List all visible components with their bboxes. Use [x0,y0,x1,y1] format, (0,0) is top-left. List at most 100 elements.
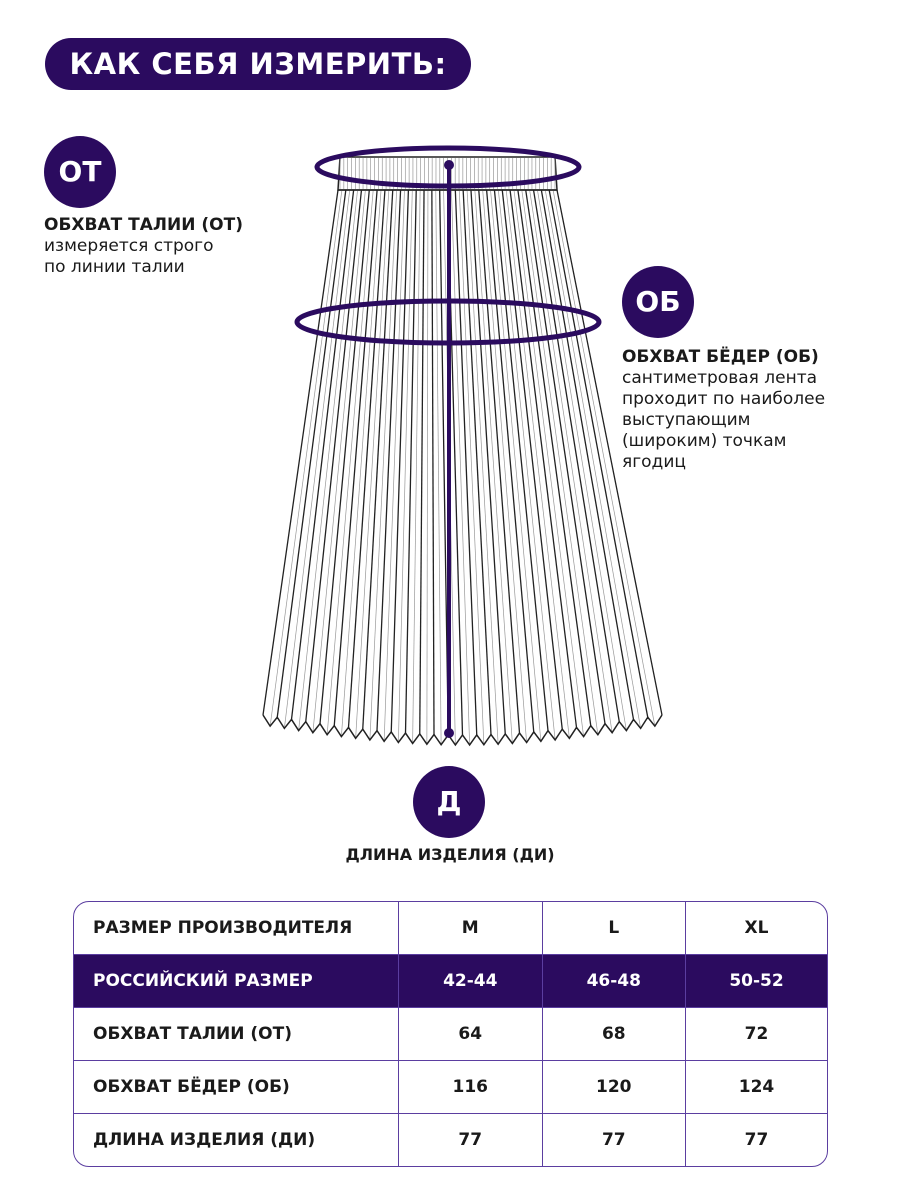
table-cell: 120 [542,1061,687,1114]
pleat-line [439,189,449,735]
hips-badge: ОБ [622,266,694,338]
table-cell: 77 [399,1114,543,1166]
pleat-fold [412,189,421,744]
skirt-illustration [262,145,663,747]
table-row: РАЗМЕР ПРОИЗВОДИТЕЛЯ M L XL [74,902,827,955]
waist-badge: ОТ [44,136,116,208]
pleat-line [376,189,402,731]
row-label: ДЛИНА ИЗДЕЛИЯ (ДИ) [74,1114,399,1166]
waist-line: измеряется строго [44,236,214,256]
pleat-line [404,189,417,734]
pleat-fold [474,189,513,744]
table-cell: 77 [543,1114,687,1166]
pleat-fold [552,189,656,727]
hips-description: ОБХВАТ БЁДЕР (ОБ) сантиметровая лента пр… [622,347,825,473]
pleat-line [556,189,663,716]
hips-line: (широким) точкам [622,431,787,451]
pleat-fold [451,189,470,745]
table-row: ОБХВАТ ТАЛИИ (ОТ) 64 68 72 [74,1008,827,1061]
pleat-fold [537,189,627,731]
size-table: РАЗМЕР ПРОИЗВОДИТЕЛЯ M L XL РОССИЙСКИЙ РАЗМЕ… [73,901,828,1167]
table-cell: 77 [744,1130,769,1150]
pleat-fold [521,189,599,735]
pleat-line [305,189,363,722]
row-label: РОССИЙСКИЙ РАЗМЕР [74,955,399,1008]
pleat-line [319,189,370,724]
table-cell: 64 [399,1008,543,1061]
pleat-fold [369,189,398,740]
table-cell: XL [686,902,827,955]
pleat-line [419,189,425,734]
length-bottom-dot [444,728,454,738]
length-top-dot [444,160,454,170]
row-label: ОБХВАТ ТАЛИИ (ОТ) [74,1008,399,1061]
pleat-fold [497,189,556,740]
page-title: КАК СЕБЯ ИЗМЕРИТЬ: [45,38,471,90]
pleat-line [333,189,378,726]
hips-line: выступающим [622,410,751,430]
table-cell: 42-44 [399,955,543,1008]
pleat-fold [513,189,584,737]
skirt-pleats [262,156,663,747]
pleat-fold [383,189,405,742]
pleat-line [290,189,355,720]
pleat-line [525,189,606,724]
hips-line: проходит по наиболее [622,389,826,409]
waist-description: ОБХВАТ ТАЛИИ (ОТ) измеряется строго по л… [44,215,243,278]
pleat-fold [398,189,413,743]
hips-heading: ОБХВАТ БЁДЕР (ОБ) [622,347,819,367]
skirt-hem [262,714,663,747]
pleat-fold [355,189,390,739]
pleat-fold [544,189,641,729]
pleat-fold [435,189,442,745]
table-row: РОССИЙСКИЙ РАЗМЕР 42-44 46-48 50-52 [74,955,827,1008]
table-cell: 116 [399,1061,543,1114]
pleat-line [517,189,592,726]
pleat-fold [312,189,366,733]
pleat-fold [426,189,429,745]
table-cell: 72 [686,1008,827,1061]
pleat-line [548,189,649,718]
pleat-line [485,189,535,732]
pleat-line [262,189,339,716]
pleat-line [276,189,347,718]
hips-line: сантиметровая лента [622,368,818,388]
length-caption: ДЛИНА ИЗДЕЛИЯ (ДИ) [345,845,555,864]
pleat-line [470,189,506,734]
table-cell: L [542,902,687,955]
pleat-line [509,189,578,728]
pleat-fold [490,189,542,742]
row-label: РАЗМЕР ПРОИЗВОДИТЕЛЯ [74,902,399,955]
pleat-line [431,189,435,735]
table-cell: 124 [686,1061,827,1114]
row-label: ОБХВАТ БЁДЕР (ОБ) [74,1061,399,1114]
pleat-fold [466,189,499,745]
table-cell: 68 [542,1008,687,1061]
pleat-fold [505,189,570,739]
pleat-line [462,189,492,735]
hips-line: ягодиц [622,452,686,472]
waist-line: по линии талии [44,257,185,277]
pleat-line [362,189,394,730]
pleat-fold [269,189,343,727]
pleat-fold [458,189,485,745]
pleat-line [478,189,521,734]
pleat-line [493,189,549,731]
table-cell: M [399,902,543,955]
pleat-line [454,189,478,735]
pleat-fold [298,189,358,731]
table-cell: 50-52 [686,955,827,1008]
pleat-line [532,189,620,722]
table-row: ДЛИНА ИЗДЕЛИЯ (ДИ) 77 77 77 [74,1114,827,1166]
pleat-fold [341,189,382,737]
length-badge: Д [413,766,485,838]
pleat-line [347,189,386,728]
table-row: ОБХВАТ БЁДЕР (ОБ) 116 120 124 [74,1061,827,1114]
pleat-fold [284,189,351,729]
pleat-line [390,189,410,732]
waist-heading: ОБХВАТ ТАЛИИ (ОТ) [44,215,243,235]
pleat-fold [482,189,527,743]
pleat-fold [326,189,374,735]
pleat-fold [529,189,613,733]
pleat-line [540,189,635,720]
